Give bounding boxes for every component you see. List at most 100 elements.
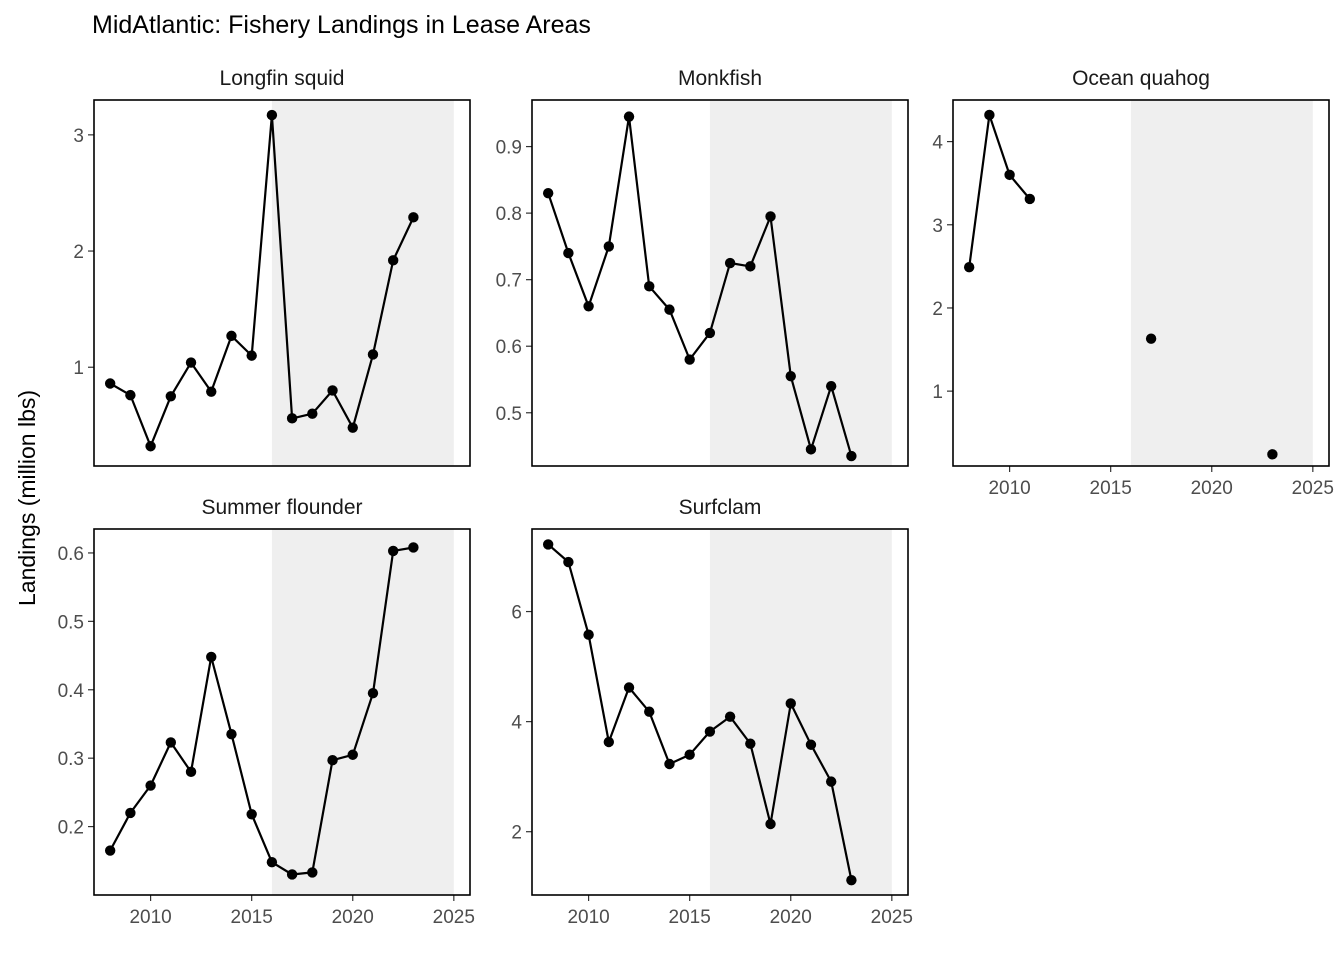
panel-longfin-squid: Longfin squid 1 2 3 xyxy=(73,67,471,467)
y-tick-label: 1 xyxy=(932,382,943,403)
panel-title: Longfin squid xyxy=(220,67,345,90)
data-point xyxy=(644,706,655,717)
x-tick-label: 2015 xyxy=(1090,478,1132,499)
panel-surfclam: Surfclam 2 4 6 2010 2015 2020 2025 xyxy=(511,496,913,928)
data-point xyxy=(206,386,217,397)
data-point xyxy=(785,698,796,709)
series-line xyxy=(547,115,853,457)
data-point xyxy=(165,737,177,748)
panel-title: Surfclam xyxy=(679,496,762,519)
y-tick-label: 3 xyxy=(932,216,943,237)
data-point xyxy=(603,736,615,748)
data-point xyxy=(286,413,298,424)
y-tick-label: 0.5 xyxy=(496,404,522,425)
data-point xyxy=(206,651,217,663)
x-tick-label: 2020 xyxy=(770,907,812,928)
y-tick-label: 4 xyxy=(932,133,943,154)
data-point xyxy=(542,187,554,199)
y-tick-label: 4 xyxy=(511,713,522,734)
data-point xyxy=(327,755,338,766)
data-point xyxy=(104,845,116,856)
panel-frame xyxy=(952,99,1330,467)
data-point xyxy=(1024,193,1036,205)
data-point xyxy=(724,711,736,722)
y-tick-label: 0.5 xyxy=(58,612,84,633)
series-line xyxy=(109,113,415,448)
data-point xyxy=(684,354,695,365)
series-line xyxy=(109,546,414,876)
data-point xyxy=(805,739,817,750)
y-tick-label: 6 xyxy=(511,603,522,624)
data-point xyxy=(825,380,837,392)
x-tick-label: 2015 xyxy=(231,907,273,928)
y-tick-label: 1 xyxy=(73,358,84,379)
data-point xyxy=(185,357,197,368)
data-point xyxy=(664,304,675,315)
data-point xyxy=(583,301,594,312)
data-point xyxy=(367,687,379,699)
data-point xyxy=(765,211,776,222)
data-point xyxy=(724,257,736,269)
data-point xyxy=(185,766,197,778)
y-tick-label: 2 xyxy=(932,299,943,320)
y-tick-label: 2 xyxy=(511,823,522,844)
shaded-period xyxy=(271,100,454,466)
data-point xyxy=(765,818,776,830)
panel-frame xyxy=(531,528,909,896)
data-point xyxy=(745,738,756,749)
data-point xyxy=(125,807,136,819)
y-tick-label: 0.2 xyxy=(58,818,84,839)
data-point xyxy=(1145,333,1157,344)
chart-title: MidAtlantic: Fishery Landings in Lease A… xyxy=(92,11,591,39)
data-point xyxy=(684,749,695,760)
data-point xyxy=(984,109,995,121)
data-point xyxy=(266,856,278,868)
data-point xyxy=(704,327,716,339)
data-point xyxy=(745,261,756,272)
data-point xyxy=(266,109,278,121)
data-point xyxy=(307,867,318,878)
x-tick-label: 2025 xyxy=(433,907,475,928)
data-point xyxy=(145,780,156,791)
y-tick-label: 0.3 xyxy=(58,749,84,770)
data-point xyxy=(623,682,635,693)
x-tick-label: 2010 xyxy=(988,478,1030,499)
y-tick-label: 0.6 xyxy=(496,337,522,358)
data-point xyxy=(347,422,358,433)
x-tick-label: 2010 xyxy=(567,907,609,928)
shaded-period xyxy=(709,100,892,466)
x-tick-label: 2010 xyxy=(129,907,171,928)
y-tick-label: 3 xyxy=(73,126,84,147)
x-tick-label: 2020 xyxy=(332,907,374,928)
x-tick-label: 2020 xyxy=(1191,478,1233,499)
y-tick-label: 0.4 xyxy=(58,681,85,702)
data-point xyxy=(145,441,156,452)
data-point xyxy=(644,281,655,292)
data-point xyxy=(583,629,594,640)
data-point xyxy=(825,776,837,787)
panel-frame xyxy=(93,528,471,896)
data-point xyxy=(563,556,574,568)
x-tick-label: 2025 xyxy=(1292,478,1334,499)
data-point xyxy=(125,389,136,401)
data-point xyxy=(408,212,419,223)
data-point xyxy=(1267,449,1278,460)
data-point xyxy=(387,255,399,266)
data-point xyxy=(623,111,635,122)
data-point xyxy=(563,247,574,259)
data-point xyxy=(226,729,237,740)
series-line xyxy=(968,113,1031,268)
y-tick-label: 0.6 xyxy=(58,544,84,565)
y-tick-label: 0.8 xyxy=(496,204,522,225)
y-tick-label: 0.7 xyxy=(496,271,522,292)
data-point xyxy=(805,444,817,455)
panel-summer-flounder: Summer flounder 0.2 0.3 0.4 0.5 0.6 2010 2015 20… xyxy=(58,496,475,928)
y-axis-title: Landings (million lbs) xyxy=(14,390,40,606)
data-point xyxy=(226,330,237,342)
panel-frame xyxy=(531,99,909,467)
series-line xyxy=(547,543,853,881)
data-point xyxy=(603,241,615,252)
data-point xyxy=(846,874,857,886)
panel-monkfish: Monkfish 0.5 0.6 0.7 0.8 0.9 xyxy=(496,67,909,467)
